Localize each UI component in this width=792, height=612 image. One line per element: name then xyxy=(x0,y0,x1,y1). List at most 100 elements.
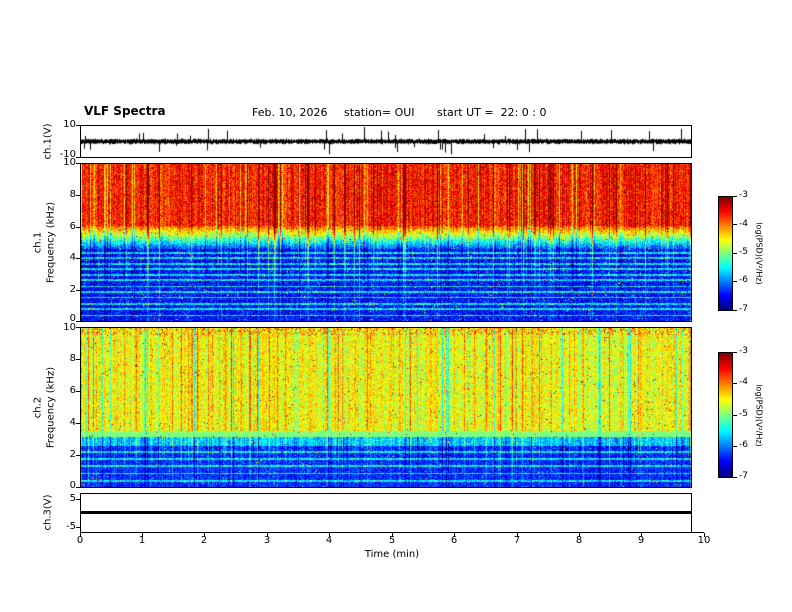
xtick-label: 2 xyxy=(200,535,208,546)
colorbar-tick-label: -4 xyxy=(739,219,748,229)
tick-mark xyxy=(76,499,80,500)
tick-mark xyxy=(76,487,80,488)
tick-mark xyxy=(733,352,737,353)
tick-mark xyxy=(733,196,737,197)
colorbar-1-canvas xyxy=(719,197,732,310)
ytick-label: 5 xyxy=(69,493,76,504)
xtick-label: 6 xyxy=(450,535,458,546)
tick-mark xyxy=(454,533,455,537)
ch1-spectrogram-channel-label: ch.1 xyxy=(32,231,44,254)
start-ut-label: start UT = 22: 0 : 0 xyxy=(437,106,547,119)
ch2-spectrogram-ylabel: Frequency (kHz) xyxy=(45,366,57,449)
ytick-label: 6 xyxy=(69,385,76,396)
ch1-spectrogram-panel xyxy=(80,163,692,322)
tick-mark xyxy=(329,533,330,537)
tick-mark xyxy=(76,157,80,158)
xtick-label: 4 xyxy=(325,535,333,546)
colorbar-1-title: log(PSD)(V²/Hz) xyxy=(754,222,764,285)
tick-mark xyxy=(733,415,737,416)
tick-mark xyxy=(733,253,737,254)
ch2-spectrogram-canvas xyxy=(81,328,691,487)
tick-mark xyxy=(76,423,80,424)
xtick-label: 10 xyxy=(697,535,711,546)
xtick-label: 7 xyxy=(513,535,521,546)
ch2-spectrogram-panel xyxy=(80,327,692,488)
ytick-label: 8 xyxy=(69,189,76,200)
page-title: VLF Spectra xyxy=(84,104,166,118)
date-label: Feb. 10, 2026 xyxy=(252,106,328,119)
colorbar-tick-label: -3 xyxy=(739,190,748,200)
tick-mark xyxy=(392,533,393,537)
tick-mark xyxy=(704,533,705,537)
tick-mark xyxy=(733,310,737,311)
ytick-label: 10 xyxy=(63,119,76,130)
ch1-waveform-panel xyxy=(80,125,692,158)
tick-mark xyxy=(517,533,518,537)
tick-mark xyxy=(641,533,642,537)
xtick-label: 3 xyxy=(263,535,271,546)
tick-mark xyxy=(733,477,737,478)
colorbar-2-canvas xyxy=(719,353,732,477)
colorbar-1 xyxy=(718,196,733,311)
tick-mark xyxy=(76,527,80,528)
ch1-waveform-canvas xyxy=(81,126,691,157)
tick-mark xyxy=(76,195,80,196)
tick-mark xyxy=(267,533,268,537)
ch1-spectrogram-ylabel: Frequency (kHz) xyxy=(45,201,57,284)
ch3-flat-trace xyxy=(81,511,691,514)
station-label: station= OUI xyxy=(344,106,415,119)
colorbar-tick-label: -7 xyxy=(739,471,748,481)
tick-mark xyxy=(76,327,80,328)
xtick-label: 1 xyxy=(138,535,146,546)
colorbar-tick-label: -4 xyxy=(739,377,748,387)
tick-mark xyxy=(76,125,80,126)
tick-mark xyxy=(76,227,80,228)
ytick-label: -5 xyxy=(66,521,76,532)
tick-mark xyxy=(76,321,80,322)
ytick-label: 10 xyxy=(63,322,76,333)
ytick-label: -10 xyxy=(59,149,76,160)
tick-mark xyxy=(733,281,737,282)
x-axis-extension xyxy=(691,532,704,533)
colorbar-tick-label: -6 xyxy=(739,440,748,450)
ch3-waveform-panel xyxy=(80,493,692,533)
ch1-spectrogram-canvas xyxy=(81,164,691,321)
tick-mark xyxy=(76,391,80,392)
tick-mark xyxy=(579,533,580,537)
colorbar-2-title: log(PSD)(V²/Hz) xyxy=(754,384,764,447)
ytick-label: 4 xyxy=(69,252,76,263)
tick-mark xyxy=(76,163,80,164)
ch2-spectrogram-channel-label: ch.2 xyxy=(32,396,44,419)
tick-mark xyxy=(733,224,737,225)
tick-mark xyxy=(204,533,205,537)
ytick-label: 8 xyxy=(69,353,76,364)
ytick-label: 2 xyxy=(69,284,76,295)
colorbar-tick-label: -6 xyxy=(739,275,748,285)
ytick-label: 4 xyxy=(69,417,76,428)
tick-mark xyxy=(733,383,737,384)
ch3-waveform-ylabel: ch.3(V) xyxy=(42,494,54,531)
colorbar-tick-label: -5 xyxy=(739,247,748,257)
tick-mark xyxy=(76,290,80,291)
tick-mark xyxy=(733,446,737,447)
tick-mark xyxy=(76,258,80,259)
colorbar-tick-label: -5 xyxy=(739,409,748,419)
ytick-label: 2 xyxy=(69,449,76,460)
x-axis-title: Time (min) xyxy=(364,549,420,560)
tick-mark xyxy=(80,533,81,537)
colorbar-tick-label: -7 xyxy=(739,304,748,314)
ytick-label: 0 xyxy=(69,313,76,324)
xtick-label: 9 xyxy=(637,535,645,546)
ytick-label: 6 xyxy=(69,221,76,232)
tick-mark xyxy=(76,455,80,456)
ytick-label: 10 xyxy=(63,157,76,168)
ytick-label: 0 xyxy=(69,480,76,491)
colorbar-tick-label: -3 xyxy=(739,346,748,356)
colorbar-2 xyxy=(718,352,733,478)
xtick-label: 8 xyxy=(575,535,583,546)
tick-mark xyxy=(76,359,80,360)
xtick-label: 5 xyxy=(388,535,396,546)
tick-mark xyxy=(142,533,143,537)
xtick-label: 0 xyxy=(76,535,84,546)
